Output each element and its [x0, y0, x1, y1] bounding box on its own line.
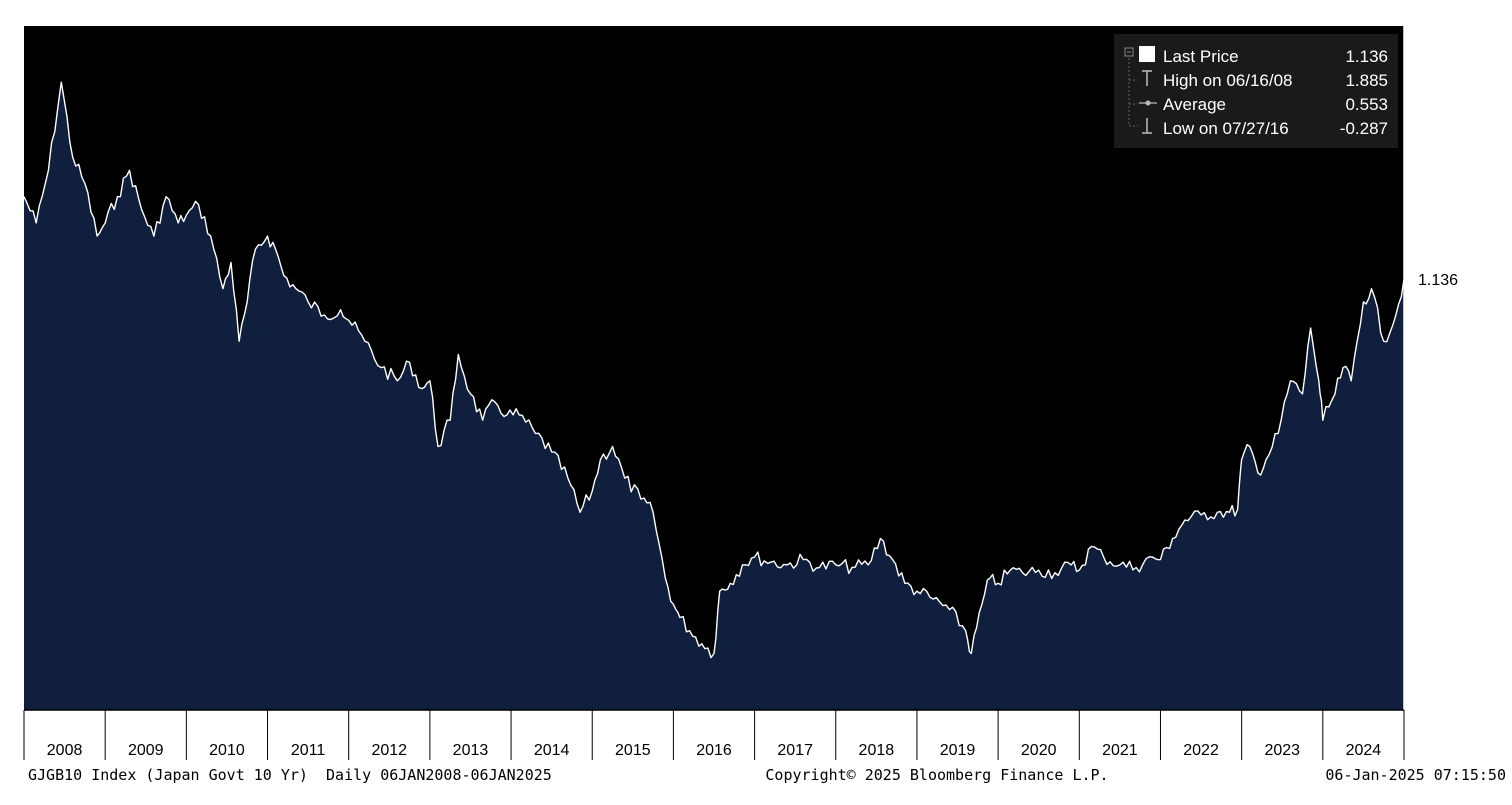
last-price-tag-shape	[1406, 268, 1470, 291]
last-price-tag-label: 1.136	[1418, 272, 1458, 289]
x-tick-label: 2008	[47, 742, 83, 759]
x-tick-label: 2014	[534, 742, 570, 759]
legend-label-last-price: Last Price	[1163, 47, 1239, 66]
legend-value-high: 1.885	[1345, 71, 1388, 90]
y-tick-mark	[1404, 443, 1412, 450]
average-marker-icon	[1139, 100, 1157, 106]
x-axis-background	[24, 710, 1512, 800]
footer-description: GJGB10 Index (Japan Govt 10 Yr) Daily 06…	[28, 766, 552, 784]
low-marker-icon	[1142, 118, 1152, 134]
y-tick-mark	[1404, 49, 1412, 55]
x-tick-label: 2010	[209, 742, 245, 759]
x-tick-label: 2019	[940, 742, 976, 759]
x-tick-label: 2017	[777, 742, 813, 759]
high-marker-icon	[1142, 70, 1152, 86]
y-tick-label: 0.500	[1414, 440, 1454, 457]
x-axis-strip: 2008 2009 2010 2011 2012 2013 2014 2015 2016 2017…	[23, 709, 1512, 800]
x-tick-label: 2020	[1021, 742, 1057, 759]
legend-box	[1114, 34, 1398, 148]
x-tick-label: 2015	[615, 742, 651, 759]
legend-value-last-price: 1.136	[1345, 47, 1388, 66]
price-area	[24, 82, 1404, 710]
y-tick-label: 2.000	[1414, 45, 1454, 62]
price-line	[23, 81, 1405, 659]
x-tick-label: 2009	[128, 742, 164, 759]
x-tick-label: 2024	[1346, 742, 1382, 759]
y-tick-label: 1.500	[1414, 177, 1454, 194]
legend-value-average: 0.553	[1345, 95, 1388, 114]
x-tick-label: 2018	[859, 742, 895, 759]
legend-collapse-icon[interactable]	[1124, 47, 1134, 57]
legend-tree-lines-icon	[1128, 58, 1138, 127]
footer-timestamp: 06-Jan-2025 07:15:50	[1325, 766, 1506, 784]
last-price-tag: 1.136	[1406, 268, 1470, 291]
footer-strip: GJGB10 Index (Japan Govt 10 Yr) Daily 06…	[28, 766, 1506, 784]
y-tick-mark	[1404, 180, 1412, 187]
x-tick-label: 2022	[1183, 742, 1219, 759]
x-tick-label: 2016	[696, 742, 732, 759]
y-tick-mark	[1404, 312, 1412, 318]
x-tick-label: 2011	[291, 742, 326, 759]
legend-label-low: Low on 07/27/16	[1163, 119, 1289, 138]
x-tick-label: 2012	[371, 742, 407, 759]
y-tick-mark	[1404, 575, 1412, 581]
legend-label-average: Average	[1163, 95, 1226, 114]
footer-copyright: Copyright© 2025 Bloomberg Finance L.P.	[765, 766, 1108, 784]
y-tick-label: 0.000	[1414, 571, 1454, 588]
legend-value-low: -0.287	[1340, 119, 1388, 138]
x-tick-label: 2013	[453, 742, 489, 759]
y-axis: 2.000 1.500 1.000 0.500 0.000	[1403, 26, 1454, 710]
x-tick-label: 2021	[1102, 742, 1138, 759]
x-tick-label: 2023	[1264, 742, 1300, 759]
legend: Last Price 1.136 High on 06/16/08 1.885 …	[1114, 34, 1398, 148]
legend-label-high: High on 06/16/08	[1163, 71, 1293, 90]
square-icon	[1139, 46, 1155, 62]
y-tick-label: 1.000	[1414, 308, 1454, 325]
